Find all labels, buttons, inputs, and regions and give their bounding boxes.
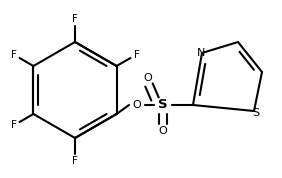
Text: F: F [10, 121, 16, 130]
Text: O: O [133, 100, 141, 110]
Text: O: O [144, 73, 152, 83]
Text: F: F [134, 49, 139, 59]
Text: F: F [72, 156, 78, 166]
Text: S: S [252, 108, 259, 118]
Text: N: N [197, 48, 205, 58]
Text: F: F [72, 14, 78, 24]
Text: F: F [10, 49, 16, 59]
Text: O: O [158, 126, 168, 136]
Text: S: S [158, 98, 168, 111]
